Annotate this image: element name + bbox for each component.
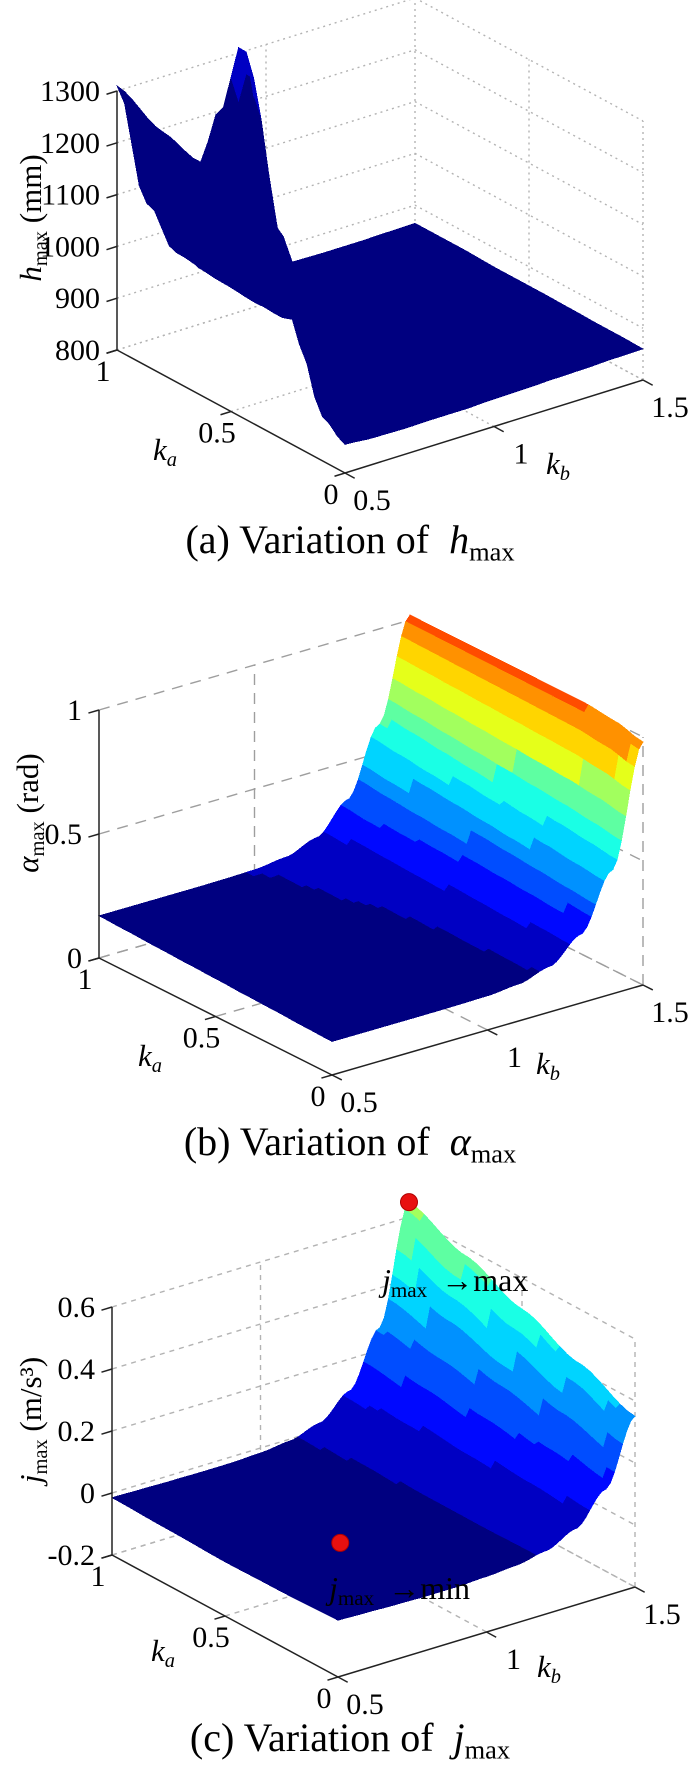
z-tick-label: 0 [67,942,82,975]
z-axis-label-c: jmax (m/s³) [13,1356,52,1484]
z-tick-label: 0.4 [58,1353,96,1386]
z-tick-label: 0.6 [58,1291,96,1324]
x-tick-label: 0 [317,1682,332,1715]
y-tick-label: 1 [514,438,529,471]
z-tick-label: 0 [80,1477,95,1510]
x-axis-label-c: ka [151,1633,175,1672]
x-tick-label: 0.5 [198,417,236,450]
marker-dot-max [400,1193,418,1212]
x-tick-label: 0.5 [192,1621,230,1654]
y-axis-label-b: kb [536,1046,560,1085]
z-tick-label: 0.5 [45,818,83,851]
x-tick-label: 0 [324,478,339,511]
x-tick-label: 1 [78,963,93,996]
z-tick-label: 1 [67,694,82,727]
y-tick-label: 0.5 [340,1086,378,1119]
y-tick-label: 1.5 [651,391,689,424]
y-tick-label: 1 [506,1643,521,1676]
x-axis-label-b: ka [138,1038,162,1077]
x-tick-label: 1 [96,355,111,388]
z-tick-label: 900 [55,282,100,315]
z-tick-label: 800 [55,334,100,367]
y-tick-label: 0.5 [353,484,391,517]
y-tick-label: 1.5 [643,1598,681,1631]
x-tick-label: 0.5 [183,1022,221,1055]
annotation-jmax-max: jmax →max [382,1262,529,1302]
y-tick-label: 0.5 [346,1688,384,1721]
caption-b: (b) Variation of αmax [183,1119,517,1169]
z-axis-label-a: hmax (mm) [13,154,52,282]
marker-dot-min [331,1533,350,1552]
y-axis-label-a: kb [546,446,570,485]
y-tick-label: 1 [507,1041,522,1074]
annotation-jmax-min: jmax →min [329,1570,471,1610]
z-tick-label: 1100 [41,179,100,212]
z-tick-label: 0.2 [58,1415,96,1448]
y-tick-label: 1.5 [651,996,689,1029]
z-axis-label-b: αmax (rad) [10,753,49,873]
z-tick-label: 1000 [40,230,100,263]
caption-c: (c) Variation of jmax [189,1715,511,1765]
surface-plot-a: 800 900 1000 1100 1200 1300 0 0.5 1 0.5 1 1.5 [40,0,689,517]
z-tick-label: 1300 [40,75,100,108]
surface-plot-c: -0.2 0 0.2 0.4 0.6 0 0.5 1 0.5 1 1.5 [48,1193,681,1721]
x-axis-label-a: ka [153,432,177,471]
x-tick-label: 0 [311,1080,326,1113]
x-tick-label: 1 [91,1560,106,1593]
y-axis-label-c: kb [537,1649,561,1688]
z-tick-label: -0.2 [48,1539,96,1572]
caption-a: (a) Variation of hmax [185,517,515,567]
z-tick-label: 1200 [40,127,100,160]
